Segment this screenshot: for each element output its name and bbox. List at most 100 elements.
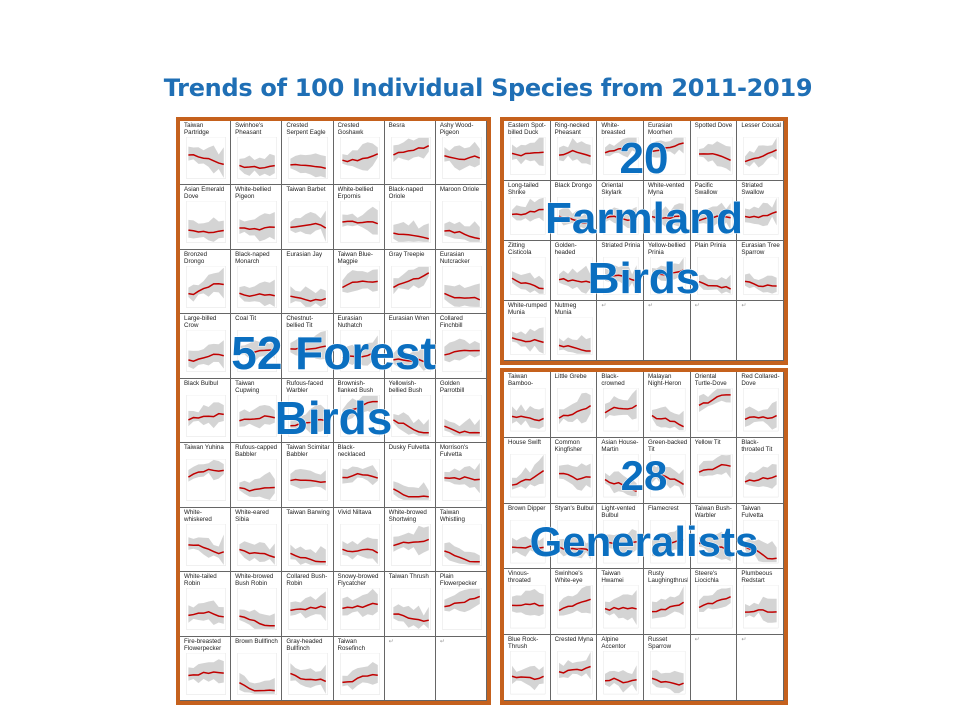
species-name: Eastern Spot-billed Duck <box>508 122 546 136</box>
species-name: White-bellied Pigeon <box>235 186 271 201</box>
species-cell: Pacific Swallow <box>690 181 738 241</box>
trend-line <box>240 416 275 421</box>
species-name: Golden Parrotbill <box>439 379 465 394</box>
species-name: Black-naped Monarch <box>235 250 270 265</box>
species-name: Brownish-flanked Bush Warbler <box>337 379 374 394</box>
confidence-band <box>698 274 731 294</box>
chart-frame <box>288 459 329 502</box>
confidence-band <box>444 221 480 243</box>
trend-line <box>393 146 428 155</box>
trend-chart <box>603 585 639 629</box>
chart-frame <box>391 459 431 502</box>
species-cell: Crested Serpent Eagle <box>282 121 334 186</box>
confidence-band <box>512 327 544 354</box>
trend-line <box>291 606 326 610</box>
confidence-band <box>239 404 275 429</box>
chart-frame <box>510 257 546 295</box>
species-cell: Long-tailed Shrike <box>504 181 551 241</box>
species-cell: Black-throated Tit <box>737 437 784 504</box>
species-name: Red Collared-Dove <box>741 373 780 387</box>
species-cell: Black-crowned Night-Heron <box>597 372 644 438</box>
trend-line <box>699 154 731 161</box>
species-cell: Steere's Liocichla <box>690 569 738 636</box>
species-cell: Dusky Fulvetta <box>384 443 436 508</box>
trend-chart <box>186 394 226 437</box>
species-name: White-rumped Munia <box>508 302 547 316</box>
species-cell: Taiwan Yuhina <box>180 443 232 508</box>
species-name: White-browed Bush Robin <box>235 573 274 588</box>
confidence-band <box>745 137 777 168</box>
species-cell: Taiwan Blue-Magpie <box>333 249 385 315</box>
trend-line <box>652 270 684 275</box>
trend-line <box>652 143 684 151</box>
chart-frame <box>696 388 733 432</box>
chart-frame <box>556 388 593 432</box>
trend-line <box>444 231 479 239</box>
trend-chart <box>650 137 686 175</box>
species-cell: Black-naped Monarch <box>231 249 283 315</box>
trend-line <box>512 546 544 548</box>
species-cell: Common Kingfisher <box>550 437 598 504</box>
trend-line <box>444 597 479 607</box>
confidence-band <box>188 267 224 302</box>
confidence-band <box>341 588 378 618</box>
species-name: White-breasted Waterhen <box>601 122 626 136</box>
chart-frame <box>391 137 431 179</box>
trend-line <box>240 549 275 557</box>
trend-chart <box>650 257 686 295</box>
species-cell: Eurasian Jay <box>282 249 334 315</box>
chart-frame <box>743 585 779 629</box>
species-name: Plumbeous Redstart <box>741 570 773 585</box>
species-cell: Red Collared-Dove <box>737 372 784 438</box>
trend-chart <box>696 519 733 563</box>
trend-chart <box>556 388 593 432</box>
species-name: Plain Flowerpecker <box>439 573 477 588</box>
confidence-band <box>444 541 480 565</box>
species-name: House Swift <box>508 438 542 446</box>
chart-frame <box>510 519 546 563</box>
confidence-band <box>239 609 275 629</box>
trend-chart <box>603 651 639 695</box>
trend-chart <box>696 453 733 498</box>
chart-frame <box>743 257 779 295</box>
trend-line <box>605 479 637 491</box>
chart-frame <box>237 652 277 695</box>
species-name: Taiwan Bush-Warbler <box>694 504 732 519</box>
trend-chart <box>696 197 733 235</box>
species-name: Eurasian Nutcracker <box>439 250 470 265</box>
confidence-band <box>605 263 637 294</box>
trend-line <box>605 608 637 611</box>
species-cell: Green-backed Tit <box>644 437 691 504</box>
species-cell: White-browed Shortwing <box>384 507 436 573</box>
trend-chart <box>391 265 431 308</box>
trend-chart <box>237 265 277 308</box>
trend-line <box>342 401 377 415</box>
trend-chart <box>288 265 329 308</box>
trend-chart <box>556 257 593 295</box>
species-cell: Asian House-Martin <box>597 437 644 504</box>
chart-frame <box>510 137 546 175</box>
chart-frame <box>339 523 380 566</box>
confidence-band <box>444 417 480 436</box>
trend-chart <box>650 453 686 498</box>
confidence-band <box>393 604 429 629</box>
species-cell: Golden Parrotbill <box>435 378 487 444</box>
species-name: Vinous-throated Parrotbill <box>508 570 531 585</box>
trend-chart <box>510 257 546 295</box>
species-name: Asian Emerald Dove <box>184 186 225 201</box>
confidence-band <box>290 662 327 694</box>
trend-line <box>745 610 777 612</box>
trend-chart <box>339 459 380 502</box>
species-cell: Fire-breasted Flowerpecker <box>180 636 232 701</box>
trend-chart <box>556 317 593 355</box>
chart-frame <box>391 523 431 566</box>
trend-line <box>240 488 275 492</box>
farmland-word: Farmland <box>544 194 744 243</box>
trend-line <box>605 405 637 412</box>
confidence-band <box>290 210 327 243</box>
trend-line <box>605 145 637 153</box>
trend-line <box>444 293 479 299</box>
chart-frame <box>696 585 733 629</box>
generalists-panel: Taiwan Bamboo-Partridge Little Grebe Black… <box>500 368 788 705</box>
species-cell: White-browed Bush Robin <box>231 572 283 637</box>
